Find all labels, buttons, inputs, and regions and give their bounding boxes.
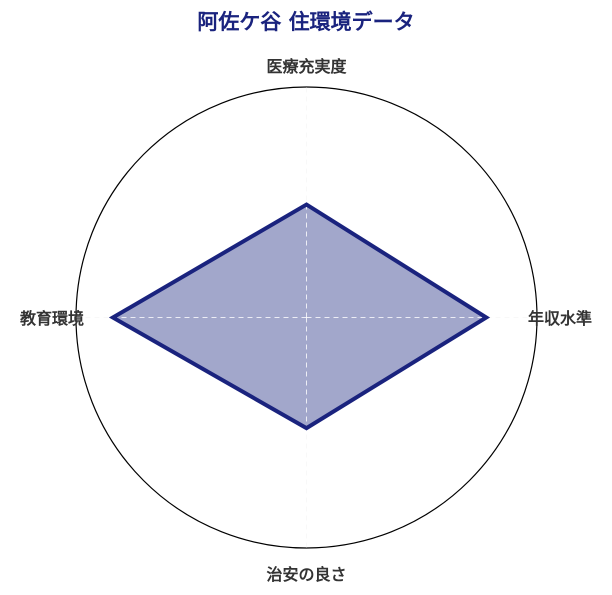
data-area	[112, 204, 487, 429]
axis-label: 年収水準	[528, 309, 592, 328]
chart-title: 阿佐ケ谷 住環境データ	[197, 10, 415, 34]
axis-label: 医療充実度	[266, 57, 347, 76]
axis-label: 治安の良さ	[266, 565, 346, 584]
axis-label: 教育環境	[20, 309, 84, 328]
outer-circle	[75, 86, 538, 549]
